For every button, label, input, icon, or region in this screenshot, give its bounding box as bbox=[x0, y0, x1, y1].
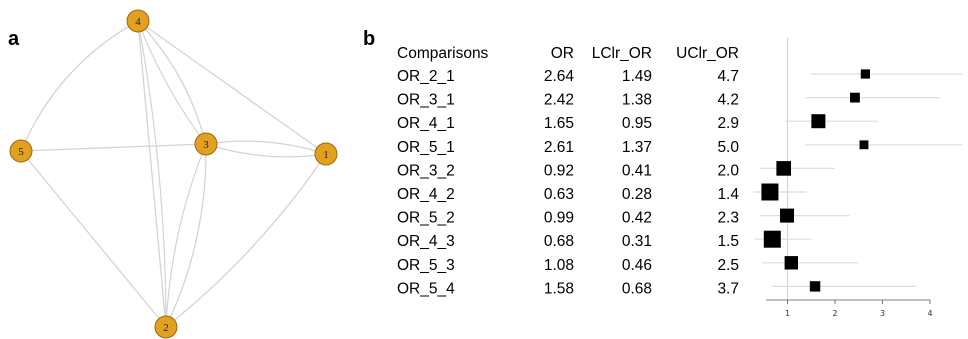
network-edges bbox=[20, 20, 327, 328]
or-marker-OR_3_2 bbox=[776, 161, 791, 176]
or-marker-OR_5_3 bbox=[784, 256, 798, 270]
table-cell-r0-c0: OR_2_1 bbox=[397, 68, 455, 85]
network-edge-3-4 bbox=[137, 20, 207, 145]
table-cell-r4-c3: 2.0 bbox=[717, 162, 739, 179]
network-edge-2-3 bbox=[165, 143, 207, 328]
network-edge-1-2 bbox=[165, 153, 327, 328]
network-edge-1-3 bbox=[205, 140, 327, 155]
table-cell-r6-c0: OR_5_2 bbox=[397, 210, 455, 227]
forest-plot: 1 2 3 4 bbox=[753, 38, 962, 318]
table-cell-r1-c3: 4.2 bbox=[717, 92, 739, 109]
network-node-1 bbox=[314, 142, 338, 166]
x-tick-label-3: 4 bbox=[927, 309, 932, 318]
table-cell-r7-c3: 1.5 bbox=[717, 233, 739, 250]
network-edge-2-5 bbox=[20, 150, 167, 328]
table-cell-r4-c1: 0.92 bbox=[544, 162, 574, 179]
network-node-label-4: 4 bbox=[135, 16, 141, 28]
table-cell-r5-c1: 0.63 bbox=[544, 186, 574, 203]
table-cell-r1-c0: OR_3_1 bbox=[397, 92, 455, 109]
table-cell-r8-c1: 1.08 bbox=[544, 257, 574, 274]
table-cell-r8-c0: OR_5_3 bbox=[397, 257, 455, 274]
table-header: Comparisons OR LClr_OR UClr_OR bbox=[397, 45, 739, 62]
panel-label-a: a bbox=[8, 28, 20, 50]
network-node-label-1: 1 bbox=[323, 149, 329, 161]
network-edge-extra-1 bbox=[137, 20, 167, 328]
table-cell-r4-c2: 0.41 bbox=[622, 162, 652, 179]
table-cell-r6-c1: 0.99 bbox=[544, 210, 574, 227]
table-cell-r9-c0: OR_5_4 bbox=[397, 280, 455, 297]
table-cell-r2-c1: 1.65 bbox=[544, 115, 574, 132]
table-cell-r0-c1: 2.64 bbox=[544, 68, 575, 85]
table-cell-r7-c0: OR_4_3 bbox=[397, 233, 455, 250]
table-cell-r0-c3: 4.7 bbox=[717, 68, 739, 85]
network-edge-extra-0 bbox=[137, 20, 207, 145]
network-edge-4-5 bbox=[20, 20, 139, 152]
table-cell-r8-c2: 0.46 bbox=[622, 257, 652, 274]
table-cell-r6-c2: 0.42 bbox=[622, 210, 652, 227]
table-cell-r7-c1: 0.68 bbox=[544, 233, 574, 250]
table-cell-r2-c3: 2.9 bbox=[717, 115, 739, 132]
table-cell-r8-c3: 2.5 bbox=[717, 257, 739, 274]
or-marker-OR_5_2 bbox=[780, 208, 795, 223]
table-cell-r9-c1: 1.58 bbox=[544, 280, 574, 297]
table-cell-r3-c2: 1.37 bbox=[622, 139, 652, 156]
network-node-3 bbox=[194, 132, 218, 156]
x-tick-label-1: 2 bbox=[832, 309, 837, 318]
table-cell-r9-c3: 3.7 bbox=[717, 280, 739, 297]
table-cell-r2-c2: 0.95 bbox=[622, 115, 652, 132]
table-cell-r9-c2: 0.68 bbox=[622, 280, 652, 297]
table-header-2: LClr_OR bbox=[592, 45, 652, 62]
table-cell-r3-c1: 2.61 bbox=[544, 139, 574, 156]
or-marker-OR_2_1 bbox=[860, 69, 870, 79]
x-tick-label-0: 1 bbox=[785, 309, 790, 318]
network-edge-extra-2 bbox=[205, 143, 327, 158]
table-cell-r0-c2: 1.49 bbox=[622, 68, 652, 85]
table-cell-r1-c1: 2.42 bbox=[544, 92, 574, 109]
or-marker-OR_5_1 bbox=[859, 140, 869, 150]
table-header-3: UClr_OR bbox=[676, 45, 739, 62]
network-node-label-2: 2 bbox=[163, 322, 169, 334]
table-body: OR_2_1 2.64 1.49 4.7 OR_3_1 2.42 1.38 4.2 OR_4_1… bbox=[397, 68, 739, 297]
table-cell-r3-c0: OR_5_1 bbox=[397, 139, 455, 156]
table-cell-r4-c0: OR_3_2 bbox=[397, 162, 455, 179]
or-marker-OR_3_1 bbox=[850, 92, 860, 103]
network-node-4 bbox=[126, 9, 150, 33]
table-cell-r1-c2: 1.38 bbox=[622, 92, 652, 109]
x-tick-label-2: 3 bbox=[880, 309, 885, 318]
table-header-0: Comparisons bbox=[397, 45, 489, 62]
table-cell-r5-c0: OR_4_2 bbox=[397, 186, 455, 203]
network-node-label-3: 3 bbox=[203, 139, 209, 151]
or-marker-OR_4_3 bbox=[763, 230, 781, 248]
network-node-label-5: 5 bbox=[18, 146, 24, 158]
table-cell-r3-c3: 5.0 bbox=[717, 139, 739, 156]
or-marker-OR_4_1 bbox=[811, 114, 826, 129]
table-header-1: OR bbox=[551, 45, 574, 62]
network-edge-extra-3 bbox=[165, 143, 207, 328]
table-cell-r7-c2: 0.31 bbox=[622, 233, 652, 250]
table-cell-r5-c3: 1.4 bbox=[717, 186, 739, 203]
network-node-2 bbox=[154, 315, 178, 339]
network-edge-2-4 bbox=[137, 20, 167, 328]
network-edge-3-5 bbox=[20, 143, 207, 152]
network-edge-1-4 bbox=[137, 20, 327, 155]
network-nodes: 1 2 3 4 5 bbox=[9, 9, 338, 339]
panel-label-b: b bbox=[363, 28, 375, 50]
table-cell-r5-c2: 0.28 bbox=[622, 186, 652, 203]
or-marker-OR_4_2 bbox=[761, 183, 779, 201]
table-cell-r2-c0: OR_4_1 bbox=[397, 115, 455, 132]
or-marker-OR_5_4 bbox=[809, 281, 821, 292]
table-cell-r6-c3: 2.3 bbox=[717, 210, 739, 227]
network-node-5 bbox=[9, 139, 33, 163]
